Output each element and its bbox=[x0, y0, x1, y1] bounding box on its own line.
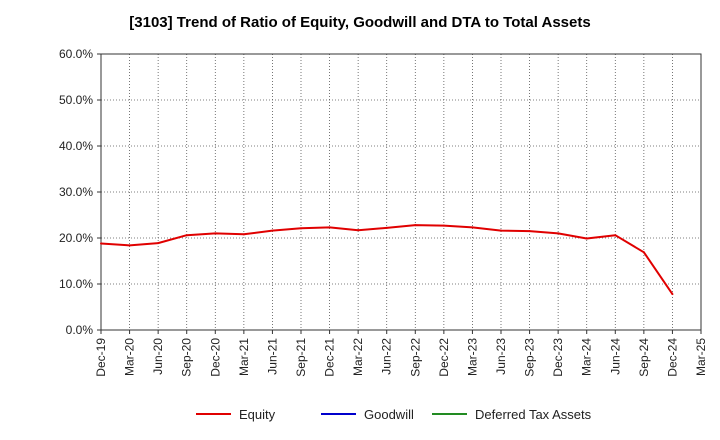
data-point bbox=[357, 229, 360, 232]
data-point bbox=[471, 226, 474, 229]
x-tick-label: Mar-23 bbox=[465, 338, 479, 376]
y-tick-label: 10.0% bbox=[59, 277, 93, 291]
data-point bbox=[242, 233, 245, 236]
legend-label: Equity bbox=[239, 407, 276, 422]
x-tick-label: Sep-20 bbox=[180, 338, 194, 377]
x-tick-label: Jun-20 bbox=[151, 338, 165, 375]
x-tick-label: Mar-21 bbox=[237, 338, 251, 376]
data-point bbox=[585, 237, 588, 240]
legend: Equity Goodwill Deferred Tax Assets bbox=[196, 407, 592, 422]
x-tick-label: Sep-21 bbox=[294, 338, 308, 377]
y-tick-label: 20.0% bbox=[59, 231, 93, 245]
y-tick-label: 40.0% bbox=[59, 139, 93, 153]
data-point bbox=[271, 229, 274, 232]
y-tick-label: 0.0% bbox=[66, 323, 94, 337]
data-point bbox=[100, 242, 102, 245]
chart-title: [3103] Trend of Ratio of Equity, Goodwil… bbox=[129, 14, 591, 31]
data-point bbox=[414, 224, 417, 227]
x-tick-label: Dec-23 bbox=[551, 338, 565, 377]
x-tick-label: Jun-22 bbox=[380, 338, 394, 375]
data-point bbox=[185, 234, 188, 237]
x-axis: Dec-19 Mar-20 Jun-20 Sep-20 Dec-20 Mar-21 Jun-… bbox=[94, 330, 708, 377]
data-point bbox=[528, 230, 531, 233]
x-tick-label: Sep-22 bbox=[408, 338, 422, 377]
data-point bbox=[500, 229, 502, 232]
x-tick-label: Jun-24 bbox=[608, 338, 622, 375]
data-point bbox=[442, 224, 445, 227]
data-point bbox=[642, 251, 645, 254]
grid-lines bbox=[100, 53, 702, 331]
x-tick-label: Dec-20 bbox=[208, 338, 222, 377]
x-tick-label: Mar-24 bbox=[580, 338, 594, 376]
x-tick-label: Jun-23 bbox=[494, 338, 508, 375]
data-point bbox=[557, 232, 560, 235]
data-point bbox=[157, 242, 160, 245]
x-tick-label: Dec-21 bbox=[323, 338, 337, 377]
x-tick-label: Mar-22 bbox=[351, 338, 365, 376]
data-point bbox=[385, 226, 388, 229]
data-point bbox=[300, 227, 302, 230]
legend-label: Deferred Tax Assets bbox=[475, 407, 592, 422]
x-tick-label: Sep-23 bbox=[523, 338, 537, 377]
data-point bbox=[328, 226, 331, 229]
data-point bbox=[671, 293, 674, 296]
y-axis: 0.0% 10.0% 20.0% 30.0% 40.0% 50.0% 60.0% bbox=[59, 47, 101, 337]
y-tick-label: 50.0% bbox=[59, 93, 93, 107]
data-point bbox=[128, 244, 131, 247]
y-tick-label: 30.0% bbox=[59, 185, 93, 199]
legend-label: Goodwill bbox=[364, 407, 414, 422]
x-tick-label: Jun-21 bbox=[265, 338, 279, 375]
x-tick-label: Dec-22 bbox=[437, 338, 451, 377]
series-lines bbox=[100, 224, 674, 296]
y-tick-label: 60.0% bbox=[59, 47, 93, 61]
data-point bbox=[614, 234, 617, 237]
x-tick-label: Dec-24 bbox=[665, 338, 679, 377]
x-tick-label: Dec-19 bbox=[94, 338, 108, 377]
x-tick-label: Mar-25 bbox=[694, 338, 708, 376]
x-tick-label: Mar-20 bbox=[123, 338, 137, 376]
x-tick-label: Sep-24 bbox=[637, 338, 651, 377]
data-point bbox=[214, 232, 217, 235]
